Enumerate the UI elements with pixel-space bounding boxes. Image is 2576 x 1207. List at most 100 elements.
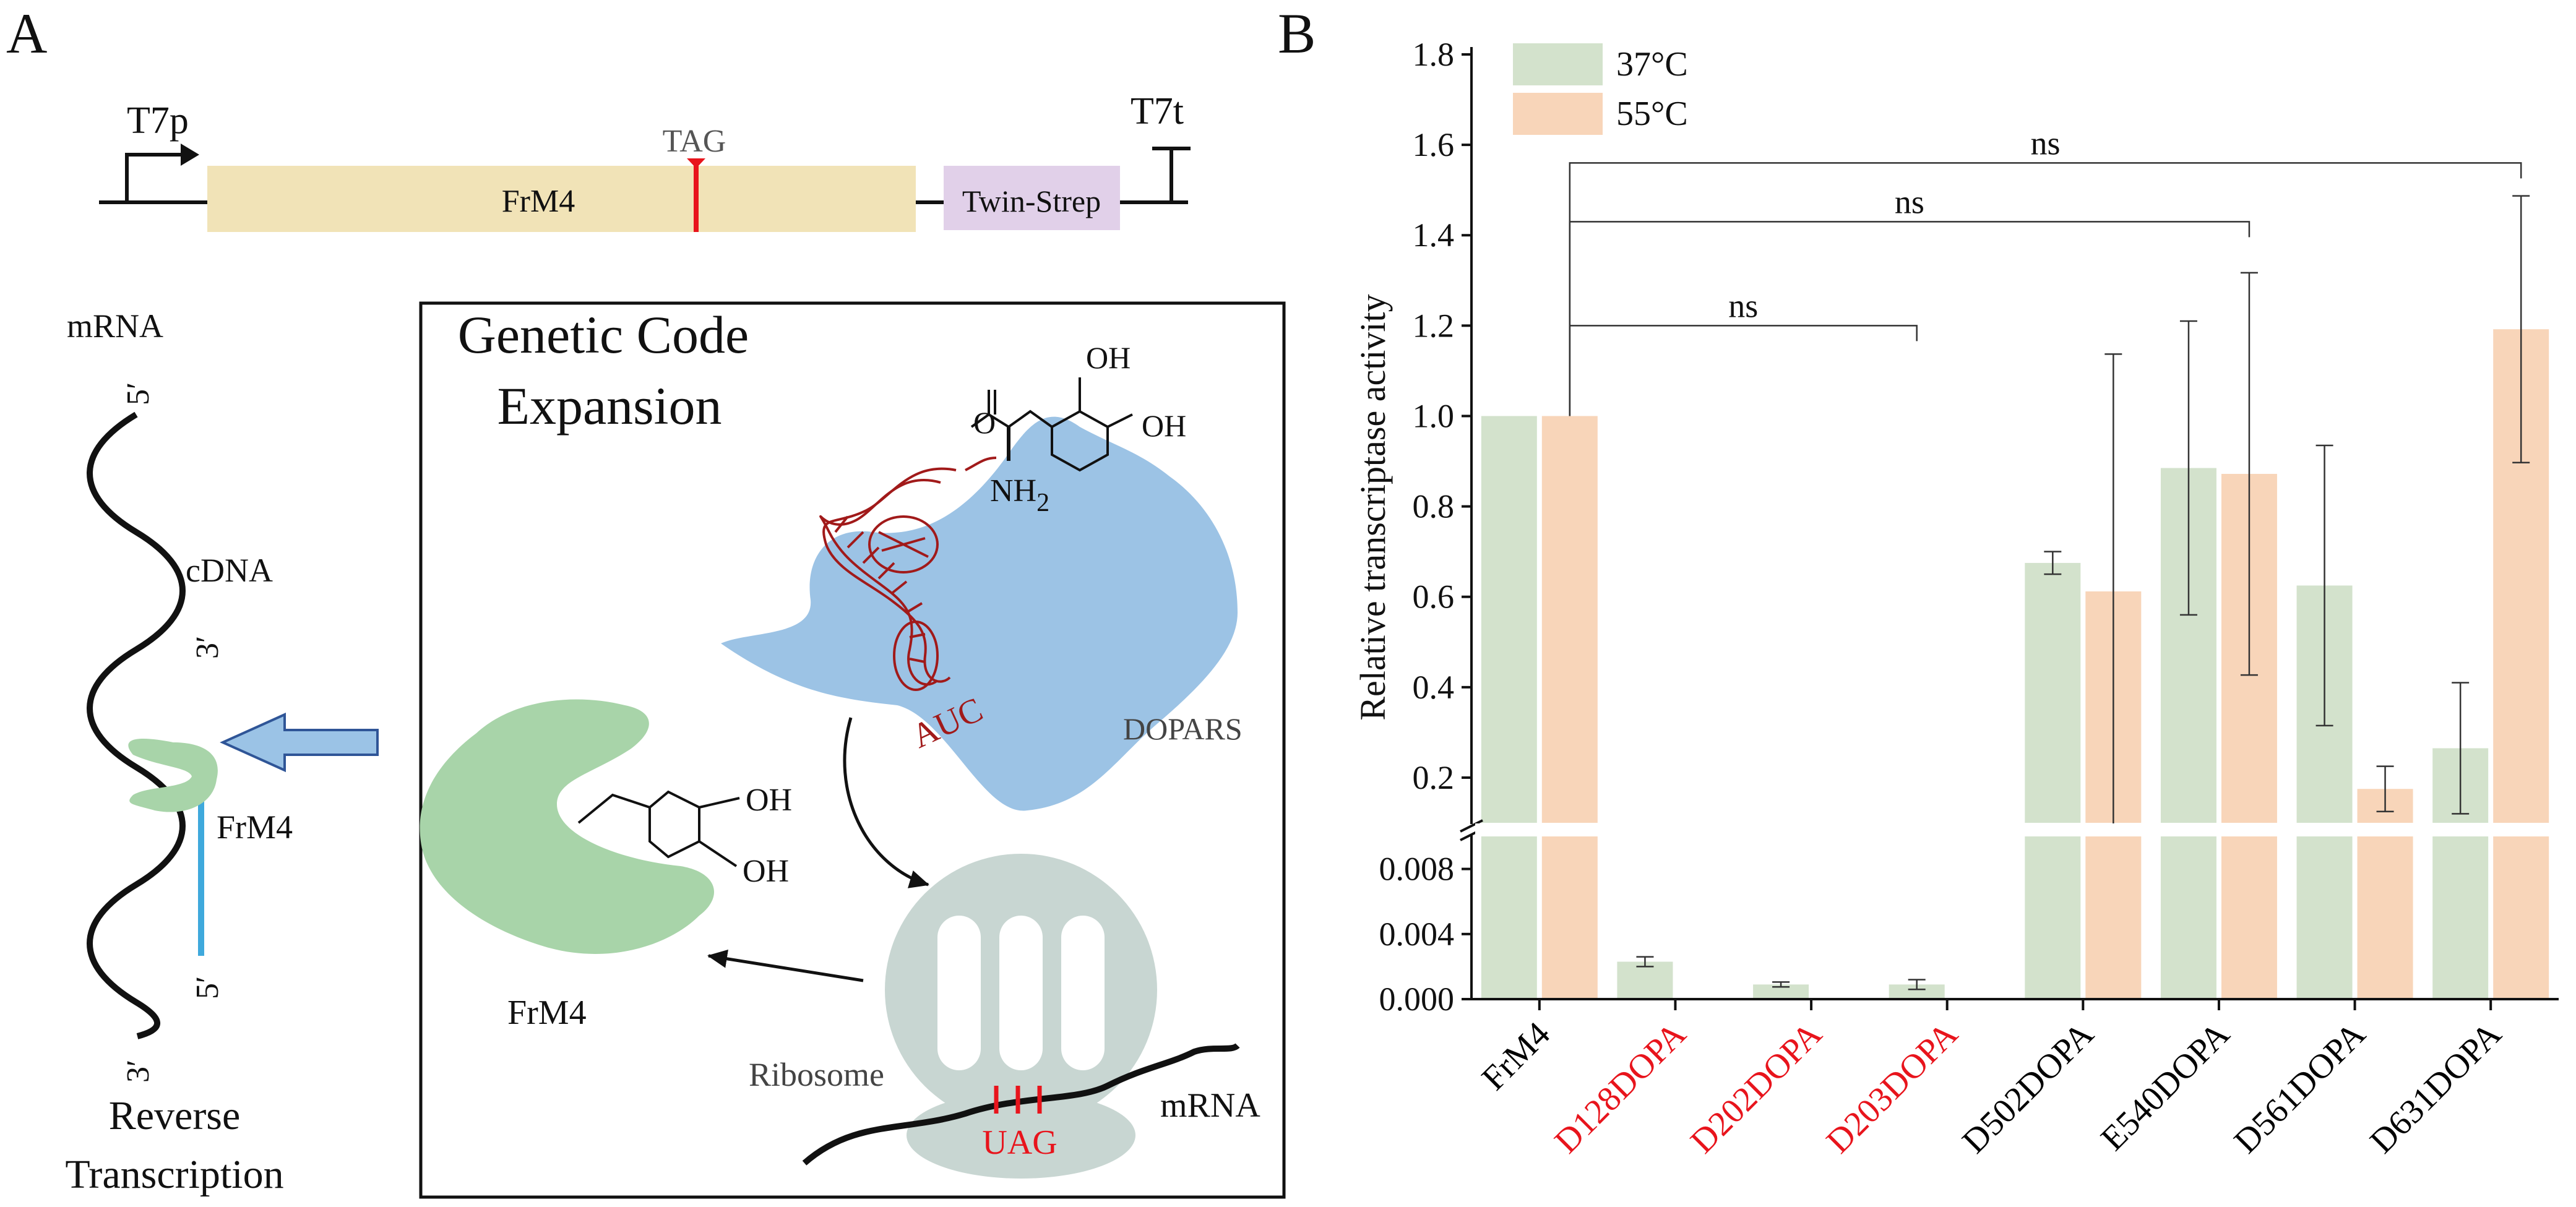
ribosome-icon xyxy=(802,854,1240,1179)
reverse-transcription-diagram: mRNA 5′ 3′ cDNA 3′ 5′ FrM4 Reverse Trans… xyxy=(65,307,379,1197)
enzyme-dopa-icon xyxy=(577,790,740,867)
bar-37°C-D561DOPA-lower xyxy=(2296,836,2353,999)
y-tick-label-lower: 0.000 xyxy=(1379,981,1455,1018)
oh-bottom: OH xyxy=(1142,408,1186,443)
y-tick-label-upper: 1.6 xyxy=(1413,126,1455,163)
bar-37°C-D128DOPA xyxy=(1617,961,1673,999)
bar-55°C-D561DOPA-lower xyxy=(2357,836,2413,999)
y-tick-label-lower: 0.004 xyxy=(1379,916,1455,953)
mrna-5prime: 5′ xyxy=(121,382,156,405)
significance-label: ns xyxy=(1728,287,1758,324)
y-tick-label-upper: 1.4 xyxy=(1413,217,1455,254)
legend-swatch-37°C xyxy=(1513,43,1603,85)
x-tick-label-D561DOPA: D561DOPA xyxy=(2227,1015,2373,1161)
gce-box: Genetic Code Expansion AUC DOPARS xyxy=(419,301,1286,1199)
gene-box xyxy=(207,166,916,232)
bar-37°C-FrM4-lower xyxy=(1481,836,1537,999)
x-tick-label-D631DOPA: D631DOPA xyxy=(2363,1015,2509,1161)
bar-37°C-D203DOPA xyxy=(1889,984,1945,999)
ribosome-label: Ribosome xyxy=(749,1056,884,1093)
enzyme-small-label: FrM4 xyxy=(217,809,293,846)
tag-label: Twin-Strep xyxy=(962,184,1101,218)
straight-arrow-icon xyxy=(707,949,864,982)
legend-swatch-55°C xyxy=(1513,93,1603,135)
x-tick-label-D203DOPA: D203DOPA xyxy=(1819,1015,1965,1161)
ribosome-mrna-label: mRNA xyxy=(1160,1086,1260,1125)
y-tick-label-lower: 0.008 xyxy=(1379,851,1455,888)
mrna-3prime: 3′ xyxy=(121,1060,156,1083)
enzyme-oh1: OH xyxy=(746,783,792,818)
panel-a-label: A xyxy=(6,2,47,65)
x-tick-label-E540DOPA: E540DOPA xyxy=(2094,1015,2238,1158)
y-tick-label-upper: 0.6 xyxy=(1413,578,1455,616)
bar-37°C-D631DOPA-lower xyxy=(2432,836,2489,999)
significance-label: ns xyxy=(1895,183,1924,220)
enzyme-oh2: OH xyxy=(743,854,789,889)
terminator-label: T7t xyxy=(1131,90,1184,132)
stop-codon-pin-icon xyxy=(687,158,705,168)
x-tick-label-D202DOPA: D202DOPA xyxy=(1683,1015,1829,1161)
amine-label: NH2 xyxy=(990,473,1049,517)
dopars-label: DOPARS xyxy=(1123,711,1243,746)
bar-37°C-D202DOPA xyxy=(1753,984,1809,999)
cdna-label: cDNA xyxy=(186,552,273,589)
panel-b-label: B xyxy=(1278,2,1316,65)
tag-box xyxy=(944,166,1120,230)
cdna-3prime: 3′ xyxy=(190,636,225,659)
y-tick-label-upper: 0.2 xyxy=(1413,759,1455,796)
bar-55°C-D502DOPA-lower xyxy=(2085,836,2142,999)
enzyme-large-label: FrM4 xyxy=(507,994,587,1032)
enzyme-small-shape xyxy=(128,739,218,812)
uag-label: UAG xyxy=(982,1123,1057,1162)
caption-line2: Transcription xyxy=(65,1152,283,1197)
promoter-arrowhead-icon xyxy=(181,144,199,166)
bar-55°C-D631DOPA-lower xyxy=(2493,836,2549,999)
direction-arrow-icon xyxy=(220,712,379,773)
axis-break-gap xyxy=(1475,823,2562,836)
stop-codon-label: TAG xyxy=(663,124,726,159)
x-tick-label-D502DOPA: D502DOPA xyxy=(1955,1015,2101,1161)
bar-37°C-D502DOPA xyxy=(2025,562,2081,823)
gene-label: FrM4 xyxy=(502,184,575,219)
x-tick-label-D128DOPA: D128DOPA xyxy=(1548,1015,1694,1161)
trna-icon xyxy=(819,457,997,691)
mrna-strand xyxy=(87,411,186,1039)
axis-break-mark-upper xyxy=(1460,819,1483,833)
y-tick-label-upper: 1.0 xyxy=(1413,397,1455,434)
curved-arrow-icon xyxy=(843,717,929,888)
bar-37°C-E540DOPA-lower xyxy=(2160,836,2216,999)
gce-title-line1: Genetic Code xyxy=(458,305,749,364)
construct-diagram: T7p FrM4 TAG Twin-Strep T7t xyxy=(99,90,1191,232)
bar-37°C-FrM4 xyxy=(1481,416,1537,823)
dopars-shape xyxy=(721,416,1238,811)
x-tick-label-FrM4: FrM4 xyxy=(1475,1015,1557,1097)
significance-bracket xyxy=(1569,162,2522,416)
promoter-arrow-icon xyxy=(125,153,186,202)
y-tick-label-upper: 1.2 xyxy=(1413,307,1455,344)
y-tick-label-upper: 1.8 xyxy=(1413,36,1455,73)
bar-55°C-FrM4-lower xyxy=(1541,836,1598,999)
caption-line1: Reverse xyxy=(109,1093,241,1138)
mrna-label: mRNA xyxy=(67,307,163,345)
panel-b-chart: B 0.2 0.4 0.6 0.8 1.0 1.2 1.4 1.6 1.8 0.000 0.004 0… xyxy=(1278,2,2562,1161)
bar-55°C-E540DOPA-lower xyxy=(2221,836,2277,999)
significance-label: ns xyxy=(2030,124,2060,161)
carbonyl-oxygen: O xyxy=(973,405,996,440)
oh-top: OH xyxy=(1086,340,1131,375)
panel-a: A T7p FrM4 TAG Twin-Strep T7t mRNA 5′ 3′… xyxy=(6,2,1286,1199)
terminator-icon xyxy=(1152,147,1191,202)
significance-bracket xyxy=(1569,221,2251,416)
enzyme-large-shape xyxy=(420,699,714,954)
legend-label-55°C: 55°C xyxy=(1616,95,1688,133)
bar-55°C-FrM4 xyxy=(1541,416,1598,823)
y-tick-label-upper: 0.4 xyxy=(1413,669,1455,706)
cdna-5prime: 5′ xyxy=(190,976,225,999)
bar-37°C-D502DOPA-lower xyxy=(2025,836,2081,999)
gce-title-line2: Expansion xyxy=(497,376,722,436)
y-axis-label: Relative transcriptase activity xyxy=(1353,294,1393,720)
y-tick-label-upper: 0.8 xyxy=(1413,488,1455,525)
promoter-label: T7p xyxy=(127,100,189,142)
legend-label-37°C: 37°C xyxy=(1616,45,1688,84)
dopa-molecule-icon xyxy=(970,377,1133,472)
